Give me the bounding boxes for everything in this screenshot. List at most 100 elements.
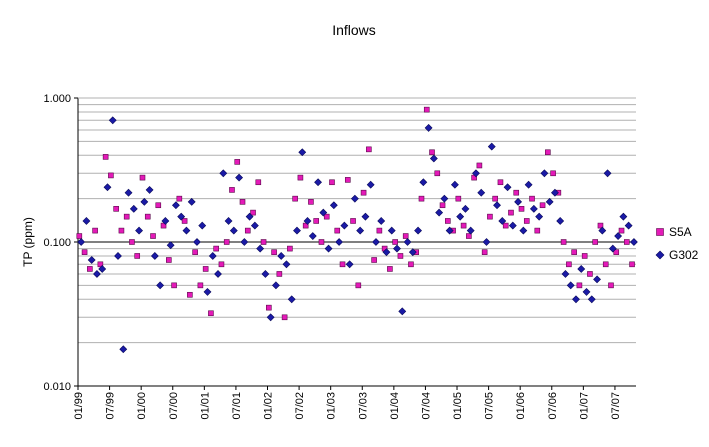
g302-point: [277, 252, 286, 260]
series-g302: [77, 116, 638, 354]
s5a-point: [244, 227, 251, 234]
g302-point: [472, 169, 480, 178]
s5a-point: [281, 314, 288, 321]
s5a-point: [150, 233, 156, 239]
s5a-point: [508, 209, 514, 216]
y-tick-label: 1.000: [43, 93, 71, 105]
s5a-point: [176, 195, 183, 202]
g302-point: [561, 270, 570, 278]
s5a-point: [529, 195, 535, 202]
s5a-point: [318, 239, 325, 245]
s5a-point: [597, 222, 604, 229]
s5a-point: [623, 239, 630, 245]
s5a-point: [629, 261, 635, 268]
g302-point: [150, 252, 159, 260]
s5a-point: [118, 227, 125, 234]
s5a-point: [260, 239, 267, 245]
g302-point: [419, 178, 428, 187]
g302-point: [245, 212, 254, 221]
s5a-point: [102, 154, 109, 160]
g302-point: [529, 204, 538, 213]
s5a-point: [534, 227, 541, 234]
legend-label: G302: [669, 248, 699, 262]
g302-point: [503, 183, 512, 192]
g302-point: [466, 226, 475, 235]
g302-point: [414, 226, 422, 235]
s5a-point: [423, 106, 430, 113]
g302-point: [166, 241, 175, 250]
g302-point: [556, 217, 565, 225]
g302-point: [156, 281, 165, 290]
x-tick-label: 01/06: [515, 392, 527, 420]
s5a-point: [139, 174, 146, 181]
s5a-point: [192, 249, 198, 255]
s5a-point: [566, 261, 572, 268]
s5a-point: [218, 261, 225, 268]
s5a-point: [187, 291, 193, 298]
g302-point: [224, 217, 233, 225]
s5a-point: [181, 218, 188, 224]
g302-point: [208, 252, 217, 260]
g302-point: [624, 221, 633, 230]
s5a-point: [229, 187, 235, 193]
g302-point: [608, 244, 617, 253]
g302-point: [350, 194, 359, 203]
g302-point: [424, 123, 433, 132]
s5a-point: [239, 199, 246, 205]
s5a-point: [618, 227, 625, 234]
y-tick-label: 0.010: [43, 381, 71, 393]
legend-diamond-marker: [655, 250, 665, 260]
g302-point: [440, 194, 449, 203]
s5a-point: [108, 172, 114, 179]
g302-point: [540, 169, 549, 178]
g302-point: [314, 178, 322, 187]
g302-point: [193, 238, 201, 246]
s5a-point: [355, 282, 362, 289]
g302-point: [572, 295, 580, 304]
g302-point: [519, 226, 528, 235]
s5a-point: [439, 202, 446, 209]
g302-point: [219, 169, 228, 178]
x-tick-label: 01/07: [578, 392, 590, 420]
s5a-point: [360, 189, 367, 196]
s5a-point: [466, 233, 472, 239]
x-tick-label: 07/01: [231, 392, 243, 420]
g302-point: [261, 270, 270, 278]
g302-point: [119, 345, 128, 354]
s5a-point: [502, 222, 509, 229]
g302-point: [603, 169, 612, 178]
x-tick-label: 07/07: [610, 392, 622, 420]
g302-point: [324, 244, 333, 253]
s5a-point: [487, 213, 493, 220]
s5a-point: [329, 179, 335, 186]
g302-point: [282, 260, 291, 269]
s5a-point: [571, 249, 577, 255]
g302-point: [335, 238, 344, 246]
s5a-point: [387, 266, 393, 272]
s5a-point: [492, 195, 498, 202]
s5a-point: [366, 146, 372, 153]
s5a-point: [339, 261, 346, 268]
g302-point: [629, 238, 638, 246]
g302-point: [298, 148, 307, 157]
g302-point: [214, 270, 222, 278]
g302-point: [461, 204, 470, 213]
s5a-point: [376, 227, 383, 234]
g302-point: [187, 197, 196, 206]
s5a-point: [581, 253, 588, 259]
g302-point: [493, 201, 501, 210]
s5a-point: [518, 206, 525, 212]
g302-point: [393, 244, 401, 253]
g302-point: [171, 201, 180, 210]
g302-point: [477, 188, 486, 197]
x-tick-label: 01/04: [389, 392, 401, 420]
s5a-point: [287, 245, 293, 252]
s5a-point: [445, 218, 451, 224]
g302-point: [435, 208, 444, 217]
s5a-point: [350, 218, 356, 224]
s5a-point: [92, 227, 98, 234]
g302-point: [272, 281, 280, 290]
s5a-point: [166, 257, 172, 263]
s5a-point: [513, 189, 520, 196]
